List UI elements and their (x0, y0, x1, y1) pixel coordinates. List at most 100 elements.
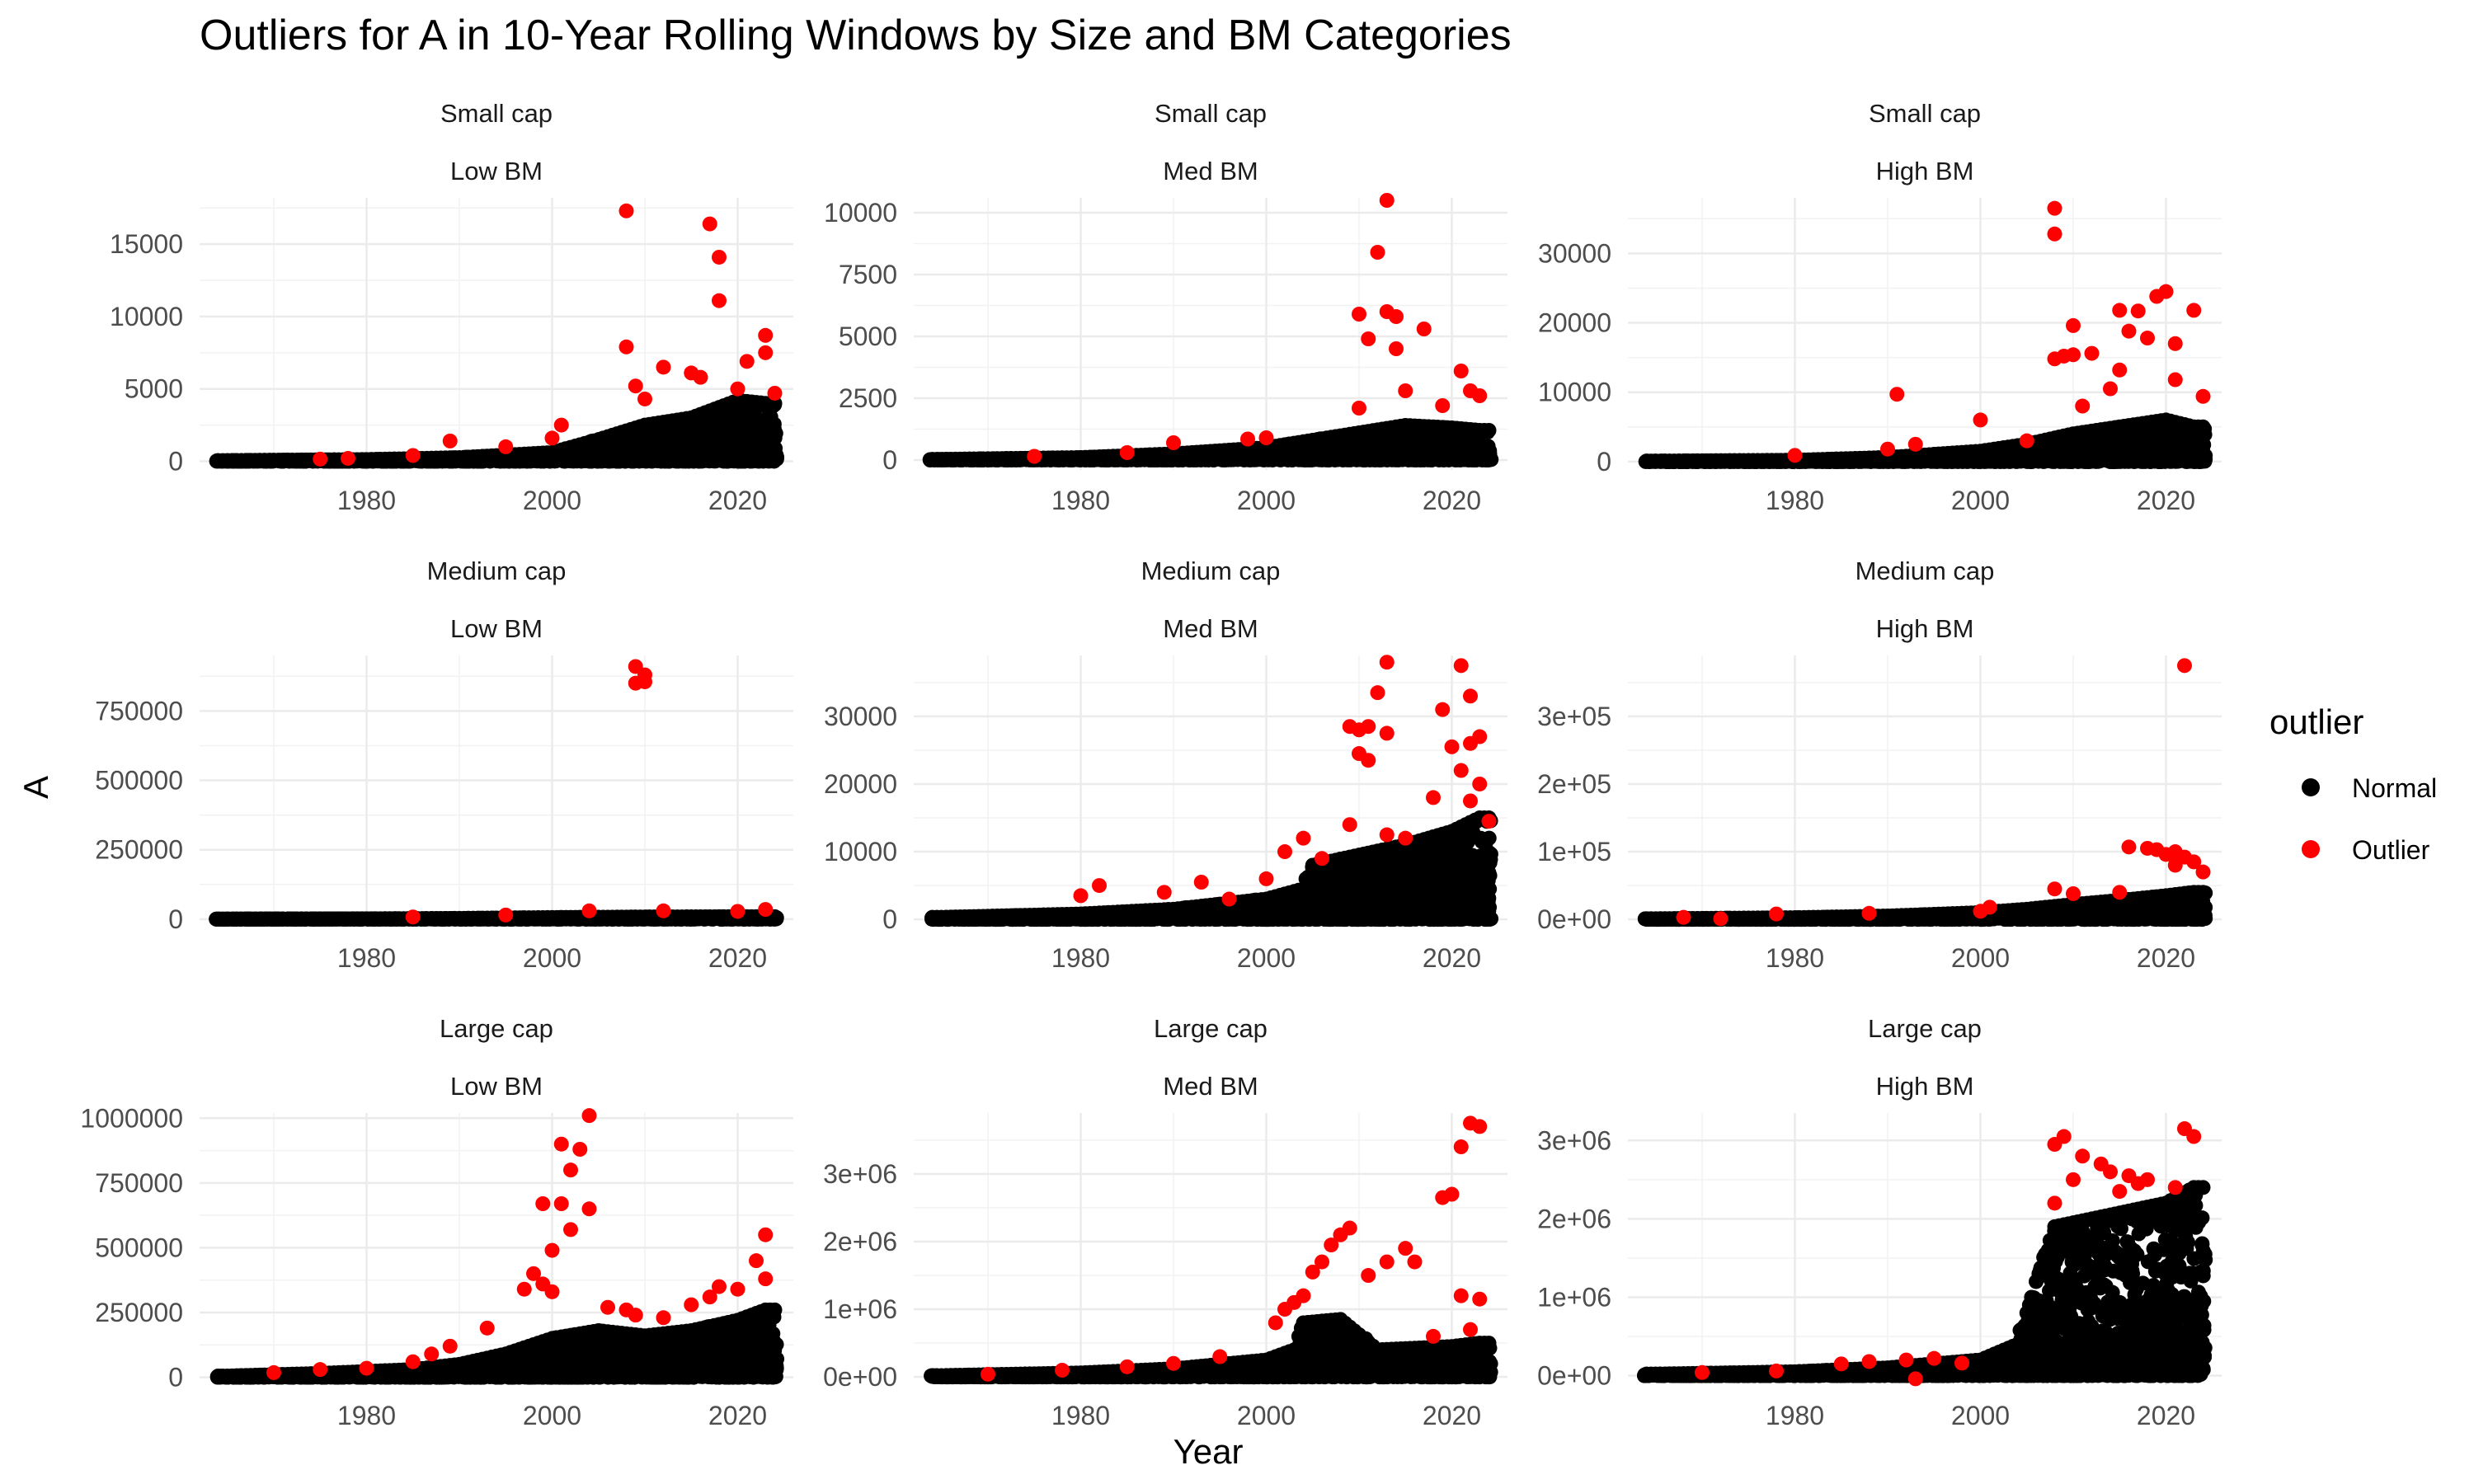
strip-size-label: Small cap (440, 99, 553, 128)
strip-bm-label: Low BM (450, 157, 543, 186)
outlier-point (1352, 401, 1366, 416)
outlier-points (313, 203, 783, 467)
y-tick-label: 0 (168, 446, 183, 476)
outlier-point (2075, 398, 2091, 414)
outlier-point (498, 439, 514, 454)
x-tick-label: 2020 (708, 486, 767, 515)
y-tick-label: 10000 (1538, 378, 1611, 407)
panel-medium-cap-low-bm: Medium cap Low BM 0 250000 500000 750000 1980 2… (95, 556, 793, 973)
outlier-point (1389, 309, 1404, 324)
y-tick-label: 500000 (95, 766, 183, 796)
outlier-point (2121, 323, 2137, 339)
normal-point (1480, 452, 1496, 467)
x-tick-label: 1980 (337, 943, 396, 973)
outlier-point (2084, 345, 2100, 361)
outlier-point (730, 381, 745, 397)
outlier-point (2112, 303, 2128, 318)
outlier-point (1907, 436, 1923, 452)
outlier-point (739, 354, 755, 369)
normal-point (767, 430, 783, 446)
outlier-point (1352, 307, 1366, 322)
outlier-point (442, 433, 458, 448)
outlier-point (758, 327, 774, 343)
normal-point (1481, 423, 1497, 438)
outlier-point (2047, 200, 2062, 216)
y-tick-label: 250000 (95, 835, 183, 865)
outlier-point (1880, 441, 1895, 457)
outlier-point (702, 216, 717, 232)
normal-point (2195, 419, 2211, 434)
x-tick-label: 2000 (523, 486, 581, 515)
outlier-point (2149, 289, 2165, 304)
x-tick-label: 2000 (1237, 486, 1296, 515)
outlier-point (2167, 336, 2183, 351)
outlier-point (1240, 431, 1255, 447)
strip-size-label: Small cap (1155, 99, 1267, 128)
outlier-point (712, 249, 727, 265)
outlier-point (618, 339, 634, 355)
outlier-point (1973, 412, 1988, 428)
outlier-point (1258, 430, 1274, 445)
x-tick-label: 2020 (1423, 486, 1481, 515)
outlier-point (1435, 398, 1451, 413)
outlier-point (712, 293, 727, 308)
chart-title: Outliers for A in 10-Year Rolling Window… (200, 12, 1512, 59)
y-tick-label: 10000 (824, 198, 897, 228)
normal-point (2197, 448, 2213, 464)
outlier-point (1787, 448, 1803, 463)
outlier-point (628, 378, 643, 394)
normal-points (1638, 412, 2213, 469)
outlier-point (1889, 387, 1905, 402)
y-tick-label: 2500 (839, 383, 897, 413)
x-tick-label: 2020 (708, 943, 767, 973)
strip-bm-label: Low BM (450, 614, 543, 643)
outlier-point (1379, 193, 1395, 208)
outlier-point (313, 451, 328, 467)
y-tick-label: 750000 (95, 696, 183, 726)
outlier-point (544, 430, 560, 446)
outlier-point (2019, 433, 2034, 448)
strip-bm-label: High BM (1876, 157, 1974, 186)
y-tick-label: 7500 (839, 260, 897, 289)
outlier-point (1361, 331, 1376, 346)
strip-size-label: Small cap (1869, 99, 1981, 128)
x-tick-label: 2000 (523, 943, 581, 973)
outlier-point (341, 450, 355, 466)
y-tick-label: 15000 (110, 229, 183, 259)
y-tick-label: 0 (168, 904, 183, 934)
outlier-point (2112, 362, 2128, 378)
outlier-point (2130, 303, 2146, 319)
outlier-point (1119, 445, 1135, 460)
outlier-point (758, 345, 774, 360)
outlier-point (1389, 341, 1404, 356)
y-tick-label: 10000 (110, 302, 183, 331)
strip-size-label: Medium cap (427, 556, 567, 585)
normal-points (209, 909, 784, 927)
outlier-point (767, 385, 783, 401)
y-tick-label: 5000 (839, 322, 897, 351)
y-tick-label: 0 (1597, 447, 1611, 477)
outlier-point (2140, 331, 2155, 346)
facet-panels: Small cap Low BM 0 5000 10000 15000 1980 2000 20… (80, 99, 2222, 1430)
outlier-point (2047, 226, 2062, 242)
outlier-point (2066, 317, 2081, 333)
outlier-point (405, 448, 421, 463)
outlier-point (618, 203, 634, 218)
outlier-point (637, 391, 652, 406)
x-tick-label: 1980 (1766, 486, 1824, 515)
outlier-point (1027, 448, 1042, 464)
outlier-point (1166, 435, 1181, 450)
normal-point (765, 453, 781, 468)
y-tick-label: 20000 (1538, 308, 1611, 338)
strip-bm-label: Med BM (1163, 157, 1258, 186)
normal-points (922, 418, 1499, 467)
y-tick-label: 30000 (1538, 238, 1611, 268)
outlier-point (2195, 388, 2211, 404)
outlier-point (693, 369, 708, 385)
outlier-point (2047, 351, 2062, 367)
outlier-point (656, 359, 671, 375)
